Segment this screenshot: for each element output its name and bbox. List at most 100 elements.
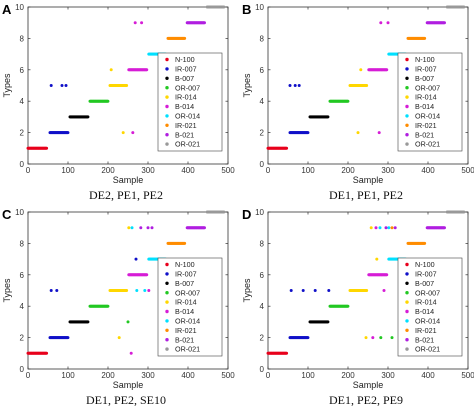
x-tick-label: 100 (61, 166, 75, 175)
series-n-100 (266, 146, 289, 150)
series-b-007 (308, 115, 330, 119)
plot-area (266, 5, 466, 150)
legend-label: B-007 (175, 279, 194, 288)
data-point (326, 320, 330, 324)
data-point (86, 115, 90, 119)
legend-label: IR-014 (415, 93, 437, 102)
panel-letter: A (2, 2, 12, 17)
panel-letter: D (242, 207, 251, 222)
plot-area (26, 210, 226, 355)
y-axis-label: Types (2, 278, 12, 303)
data-point (183, 241, 187, 245)
legend-marker (405, 272, 409, 276)
legend-marker (405, 114, 409, 118)
series-ir-014 (108, 226, 131, 340)
series-ir-014 (348, 68, 369, 135)
series-ir-007 (48, 84, 70, 135)
legend-marker (405, 142, 409, 146)
series-or-007 (328, 99, 350, 103)
series-ir-021 (166, 241, 187, 245)
panel-letter: C (2, 207, 12, 222)
outlier-point (121, 131, 125, 135)
outlier-point (288, 84, 292, 87)
x-tick-label: 200 (341, 166, 355, 175)
outlier-point (359, 68, 363, 72)
outlier-point (134, 257, 138, 261)
legend-label: B-007 (175, 74, 194, 83)
panel-caption: DE1, PE1, PE2 (329, 188, 403, 202)
legend-label: B-021 (175, 335, 194, 344)
outlier-point (390, 226, 394, 230)
legend-label: OR-021 (415, 140, 440, 149)
data-point (462, 210, 466, 214)
outlier-point (49, 84, 53, 87)
x-axis-label: Sample (113, 175, 144, 185)
y-axis-label: Types (242, 73, 252, 98)
outlier-point (64, 84, 68, 87)
legend-label: B-014 (175, 307, 194, 316)
legend-label: IR-021 (175, 121, 197, 130)
data-point (145, 68, 149, 72)
legend-label: IR-014 (175, 298, 197, 307)
legend-marker (165, 123, 169, 128)
outlier-point (127, 226, 131, 230)
legend-label: IR-021 (175, 326, 197, 335)
outlier-point (301, 289, 305, 292)
x-tick-label: 300 (381, 371, 395, 380)
legend-marker (405, 95, 409, 99)
legend: N-100IR-007B-007OR-007IR-014B-014OR-014I… (157, 52, 223, 152)
series-b-007 (68, 320, 90, 324)
outlier-point (129, 351, 133, 355)
legend-marker (165, 57, 169, 62)
legend-marker (165, 114, 169, 118)
legend-marker (405, 57, 409, 62)
legend-marker (165, 104, 169, 109)
legend-marker (165, 281, 169, 285)
legend-label: B-007 (415, 74, 434, 83)
x-tick-label: 500 (221, 371, 235, 380)
panel-caption: DE1, PE2, SE10 (86, 393, 166, 407)
series-b-007 (68, 115, 90, 119)
series-ir-014 (108, 68, 129, 135)
y-tick-label: 0 (20, 160, 25, 169)
outlier-point (293, 84, 297, 87)
legend-label: OR-021 (175, 345, 200, 354)
x-tick-label: 300 (141, 166, 155, 175)
legend-marker (405, 86, 409, 90)
x-tick-label: 200 (101, 166, 115, 175)
data-point (326, 115, 330, 119)
data-point (365, 84, 369, 87)
x-tick-label: 400 (181, 371, 195, 380)
outlier-point (369, 226, 373, 230)
outlier-point (117, 336, 121, 340)
legend-label: OR-014 (415, 317, 440, 326)
legend-label: IR-014 (415, 298, 437, 307)
panel-caption: DE2, PE1, PE2 (89, 188, 163, 202)
x-tick-label: 200 (101, 371, 115, 380)
series-or-021 (445, 5, 466, 9)
y-tick-label: 10 (15, 208, 24, 217)
legend-marker (405, 281, 409, 285)
outlier-point (109, 68, 113, 72)
series-or-007 (328, 304, 394, 340)
y-tick-label: 6 (260, 271, 265, 280)
data-point (202, 21, 206, 25)
data-point (222, 210, 226, 214)
x-tick-label: 500 (461, 371, 474, 380)
outlier-point (327, 289, 331, 292)
legend-label: IR-007 (415, 270, 437, 279)
legend-label: IR-007 (175, 270, 197, 279)
y-axis-label: Types (242, 278, 252, 303)
y-tick-label: 4 (260, 97, 265, 106)
outlier-point (364, 336, 368, 340)
series-or-007 (88, 99, 110, 103)
outlier-point (135, 289, 139, 292)
series-b-014 (367, 21, 390, 135)
legend-label: IR-007 (175, 65, 197, 74)
outlier-point (130, 226, 134, 230)
legend-label: OR-014 (175, 317, 200, 326)
data-point (385, 68, 389, 72)
legend: N-100IR-007B-007OR-007IR-014B-014OR-014I… (397, 52, 463, 152)
outlier-point (378, 226, 382, 230)
legend-marker (405, 291, 409, 295)
